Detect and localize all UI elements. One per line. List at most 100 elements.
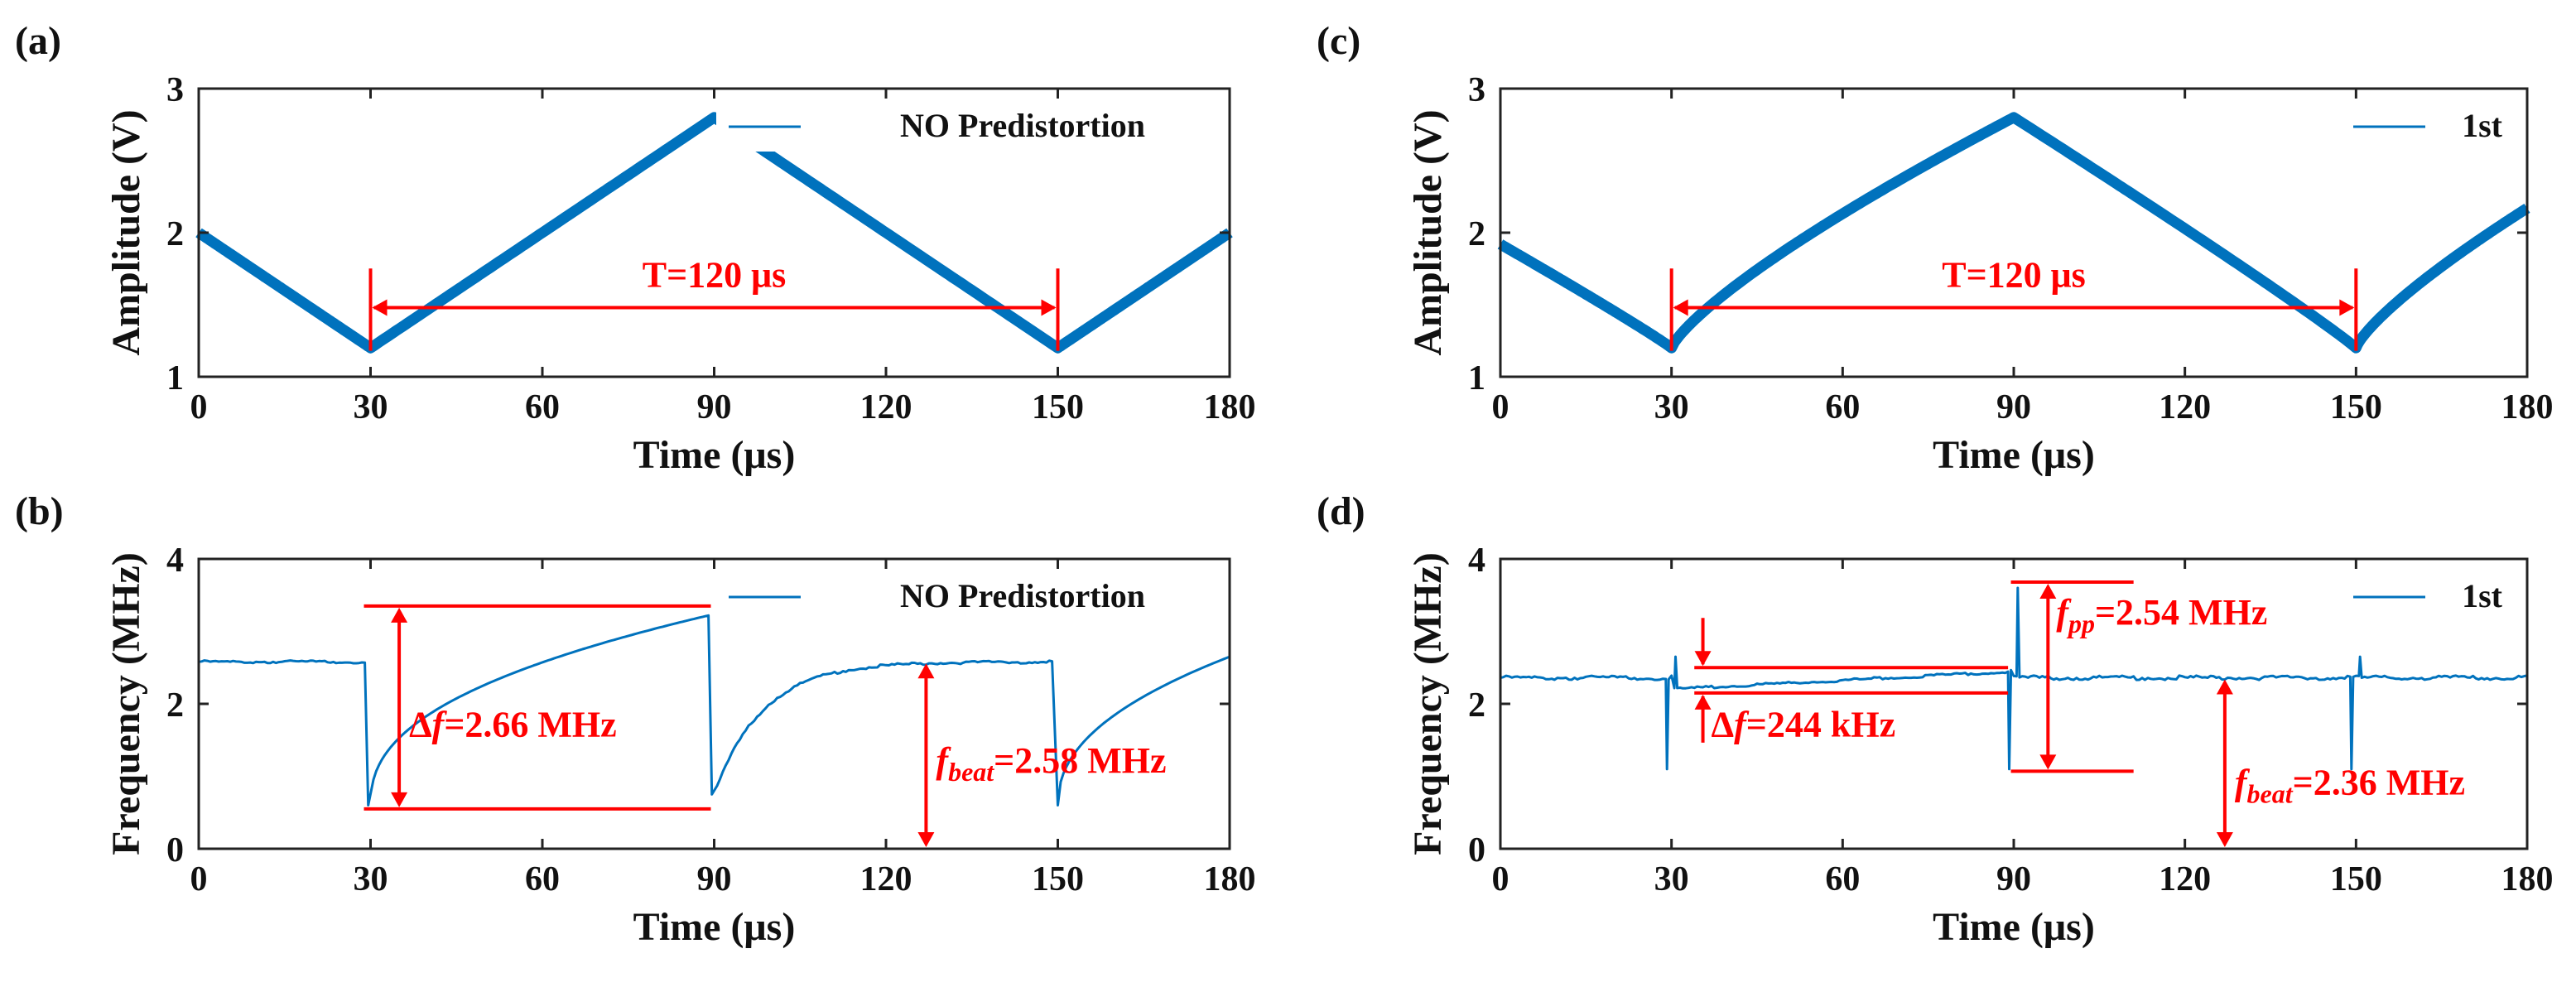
delta-f-label: Δf=244 kHz xyxy=(1712,704,1896,744)
series-line xyxy=(1500,586,2528,771)
y-tick-label: 3 xyxy=(1468,71,1485,109)
x-tick-label: 180 xyxy=(2501,860,2554,898)
ann-value: =2.66 MHz xyxy=(444,704,616,744)
y-axis-label: Frequency (MHz) xyxy=(1406,552,1450,855)
arrow-head xyxy=(2039,584,2057,599)
y-tick-label: 3 xyxy=(166,71,184,109)
arrow-head xyxy=(2216,679,2233,695)
arrow-head xyxy=(2339,299,2355,316)
x-tick-label: 60 xyxy=(1825,388,1860,426)
x-axis-label: Time (μs) xyxy=(1933,433,2095,477)
arrow-head xyxy=(1694,694,1712,710)
ann-symbol: f xyxy=(432,704,448,744)
f-pp-label: fpp=2.54 MHz xyxy=(2056,592,2267,638)
arrow-head xyxy=(2039,754,2057,770)
y-tick-label: 0 xyxy=(166,831,184,869)
legend-entry: 1st xyxy=(2462,577,2503,614)
x-tick-label: 150 xyxy=(1032,388,1084,426)
panel-label: (d) xyxy=(1317,489,1365,533)
x-tick-label: 30 xyxy=(354,388,388,426)
ann-delta: Δ xyxy=(409,704,432,744)
x-tick-label: 150 xyxy=(1032,860,1084,898)
f-beat-label: fbeat=2.36 MHz xyxy=(2235,762,2465,808)
arrow-head xyxy=(1041,299,1057,316)
period-label: T=120 μs xyxy=(1942,254,2086,295)
y-tick-label: 4 xyxy=(1468,542,1485,580)
x-tick-label: 120 xyxy=(2159,388,2211,426)
y-tick-label: 2 xyxy=(1468,215,1485,253)
legend-entry: NO Predistortion xyxy=(900,107,1145,144)
x-tick-label: 90 xyxy=(1996,860,2031,898)
ann-value: =244 kHz xyxy=(1746,704,1895,744)
x-tick-label: 180 xyxy=(1204,388,1256,426)
period-label: T=120 μs xyxy=(643,254,787,295)
y-tick-label: 2 xyxy=(1468,686,1485,725)
x-axis-label: Time (μs) xyxy=(633,905,796,949)
arrow-head xyxy=(1694,651,1712,667)
arrow-head xyxy=(391,792,408,807)
legend-entry: NO Predistortion xyxy=(900,577,1145,614)
x-tick-label: 60 xyxy=(525,388,560,426)
panel-c: 0 30 60 90 120 150 180 1 2 3 Time (μs) Amplitude (V… xyxy=(1317,19,2554,477)
arrow-head xyxy=(391,607,408,623)
y-axis-label: Amplitude (V) xyxy=(104,109,148,355)
arrow-head xyxy=(1673,299,1688,316)
ann-subscript: beat xyxy=(948,757,994,787)
delta-f-label: Δf=2.66 MHz xyxy=(409,704,617,744)
series-line xyxy=(195,112,1234,354)
x-axis-label: Time (μs) xyxy=(1933,905,2095,949)
ann-value: =2.36 MHz xyxy=(2293,762,2465,802)
y-axis-label: Frequency (MHz) xyxy=(104,552,148,855)
panel-label: (b) xyxy=(15,489,64,533)
ann-symbol: f xyxy=(2235,762,2251,802)
ann-value: =2.54 MHz xyxy=(2095,592,2267,633)
x-tick-label: 120 xyxy=(860,860,912,898)
legend-entry: 1st xyxy=(2462,107,2503,144)
panel-a: 0 30 60 90 120 150 180 1 2 3 Time (μs) Amplitude (V… xyxy=(15,19,1256,477)
x-tick-label: 150 xyxy=(2330,388,2382,426)
x-tick-label: 90 xyxy=(697,860,732,898)
y-tick-label: 2 xyxy=(166,215,184,253)
legend-box xyxy=(2341,575,2516,622)
x-tick-label: 60 xyxy=(1825,860,1860,898)
y-tick-label: 4 xyxy=(166,542,184,580)
legend-box xyxy=(716,105,1218,152)
x-tick-label: 30 xyxy=(1654,860,1689,898)
ann-subscript: beat xyxy=(2247,778,2294,808)
x-tick-label: 0 xyxy=(190,388,208,426)
legend-box xyxy=(716,575,1218,622)
y-axis-label: Amplitude (V) xyxy=(1406,109,1450,355)
panel-d: 0 30 60 90 120 150 180 0 2 4 Time (μs) Frequency (M… xyxy=(1317,489,2554,949)
ann-delta: Δ xyxy=(1712,704,1735,744)
panel-label: (c) xyxy=(1317,19,1360,63)
panel-b: 0 30 60 90 120 150 180 0 2 4 Time (μs) Frequency (M… xyxy=(15,489,1256,949)
legend-box xyxy=(2341,105,2516,152)
f-beat-label: fbeat=2.58 MHz xyxy=(936,740,1166,787)
y-tick-label: 0 xyxy=(1468,831,1485,869)
series-line xyxy=(198,614,1230,807)
x-tick-label: 120 xyxy=(2159,860,2211,898)
arrow-head xyxy=(372,299,388,316)
ann-subscript: pp xyxy=(2066,609,2095,638)
series-line xyxy=(1496,112,2531,354)
x-tick-label: 120 xyxy=(860,388,912,426)
x-tick-label: 30 xyxy=(1654,388,1689,426)
y-tick-label: 1 xyxy=(166,359,184,397)
x-tick-label: 60 xyxy=(525,860,560,898)
x-tick-label: 150 xyxy=(2330,860,2382,898)
ann-symbol: f xyxy=(936,740,951,781)
panel-label: (a) xyxy=(15,19,61,63)
ann-value: =2.58 MHz xyxy=(994,740,1166,781)
arrow-head xyxy=(917,832,935,847)
ann-symbol: f xyxy=(2056,592,2072,633)
x-tick-label: 0 xyxy=(1492,388,1509,426)
y-tick-label: 2 xyxy=(166,686,184,725)
x-tick-label: 90 xyxy=(1996,388,2031,426)
x-tick-label: 30 xyxy=(354,860,388,898)
ann-symbol: f xyxy=(1734,704,1750,744)
x-tick-label: 0 xyxy=(190,860,208,898)
x-tick-label: 180 xyxy=(2501,388,2554,426)
x-tick-label: 90 xyxy=(697,388,732,426)
arrow-head xyxy=(917,663,935,679)
